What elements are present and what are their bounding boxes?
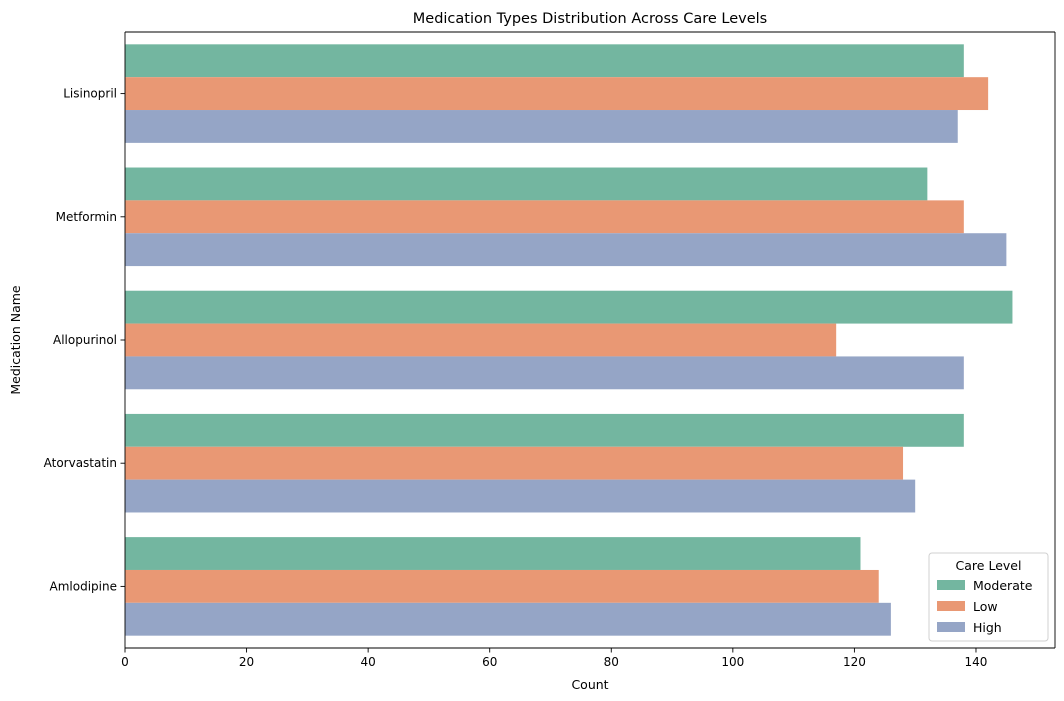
y-axis-label: Medication Name	[8, 285, 23, 395]
bar-metformin-low	[125, 200, 964, 234]
x-axis-label: Count	[571, 677, 608, 692]
x-tick-label: 0	[121, 655, 129, 669]
bar-allopurinol-low	[125, 323, 837, 357]
legend-swatch-high	[937, 622, 965, 632]
bar-lisinopril-moderate	[125, 44, 964, 78]
y-tick-label-metformin: Metformin	[56, 210, 117, 224]
legend-title: Care Level	[956, 558, 1022, 573]
bar-amlodipine-high	[125, 602, 891, 636]
bar-amlodipine-moderate	[125, 537, 861, 570]
bar-allopurinol-high	[125, 356, 964, 390]
x-tick-label: 40	[360, 655, 375, 669]
x-tick-label: 140	[965, 655, 988, 669]
y-tick-label-lisinopril: Lisinopril	[63, 87, 117, 101]
y-tick-label-allopurinol: Allopurinol	[53, 333, 117, 347]
legend-label-low: Low	[973, 599, 998, 614]
legend-frame	[928, 552, 1049, 642]
bar-amlodipine-low	[125, 569, 879, 603]
x-tick-label: 20	[239, 655, 254, 669]
bar-lisinopril-high	[125, 110, 958, 143]
x-tick-label: 120	[843, 655, 866, 669]
y-tick-label-atorvastatin: Atorvastatin	[44, 456, 117, 470]
x-tick-label: 100	[721, 655, 744, 669]
legend: Care Level Moderate Low High	[928, 552, 1049, 642]
bar-allopurinol-moderate	[125, 290, 1013, 324]
legend-swatch-moderate	[937, 580, 965, 590]
legend-label-moderate: Moderate	[973, 578, 1033, 593]
bar-metformin-high	[125, 233, 1007, 267]
x-tick-label: 80	[604, 655, 619, 669]
legend-label-high: High	[973, 620, 1002, 635]
bars-layer	[125, 44, 1013, 636]
bar-metformin-moderate	[125, 167, 928, 201]
axes-layer: 0 20 40 60 80 100 120 140 Lisinopril Metformin All…	[44, 31, 1056, 669]
bar-lisinopril-low	[125, 77, 989, 111]
legend-items: Moderate Low High	[937, 578, 1033, 635]
bar-atorvastatin-high	[125, 479, 916, 513]
bar-atorvastatin-low	[125, 446, 904, 480]
bar-atorvastatin-moderate	[125, 413, 964, 447]
y-tick-label-amlodipine: Amlodipine	[50, 579, 117, 593]
x-tick-label: 60	[482, 655, 497, 669]
legend-swatch-low	[937, 601, 965, 611]
chart-title: Medication Types Distribution Across Car…	[413, 11, 767, 27]
